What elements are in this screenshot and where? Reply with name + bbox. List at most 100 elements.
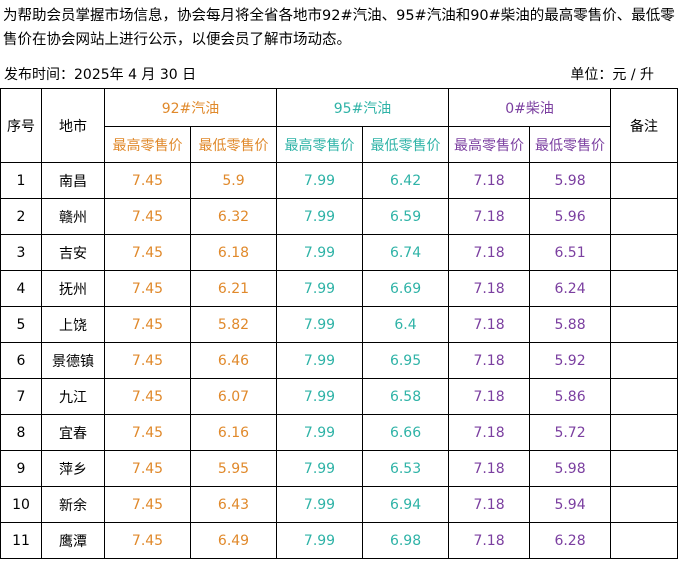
cell-diesel0-max: 7.18 xyxy=(448,522,531,559)
cell-remark xyxy=(610,162,679,199)
cell-diesel0-min: 5.98 xyxy=(529,162,612,199)
cell-diesel0-max: 7.18 xyxy=(448,414,531,451)
cell-gas95-min: 6.94 xyxy=(362,486,450,523)
meta-row: 发布时间：2025年 4 月 30 日 单位：元 / 升 xyxy=(0,60,684,88)
table-row: 4 抚州 7.45 6.21 7.99 6.69 7.18 6.24 xyxy=(0,270,679,307)
cell-gas92-max: 7.45 xyxy=(104,414,191,451)
cell-remark xyxy=(610,414,679,451)
cell-seq: 11 xyxy=(0,522,42,559)
header-remark: 备注 xyxy=(610,88,679,163)
cell-city: 吉安 xyxy=(41,234,105,271)
cell-gas92-min: 6.43 xyxy=(189,486,278,523)
table-row: 11 鹰潭 7.45 6.49 7.99 6.98 7.18 6.28 xyxy=(0,522,679,559)
header-diesel0: 0#柴油 xyxy=(448,88,612,127)
cell-remark xyxy=(610,486,679,523)
cell-gas92-min: 6.49 xyxy=(189,522,278,559)
cell-diesel0-min: 5.72 xyxy=(529,414,612,451)
cell-remark xyxy=(610,270,679,307)
cell-gas92-max: 7.45 xyxy=(104,450,191,487)
header-gas95-min: 最低零售价 xyxy=(362,126,450,163)
cell-diesel0-min: 5.86 xyxy=(529,378,612,415)
cell-gas92-max: 7.45 xyxy=(104,270,191,307)
cell-remark xyxy=(610,342,679,379)
cell-seq: 5 xyxy=(0,306,42,343)
cell-city: 赣州 xyxy=(41,198,105,235)
cell-remark xyxy=(610,234,679,271)
table-row: 1 南昌 7.45 5.9 7.99 6.42 7.18 5.98 xyxy=(0,162,679,199)
table-row: 3 吉安 7.45 6.18 7.99 6.74 7.18 6.51 xyxy=(0,234,679,271)
table-body: 1 南昌 7.45 5.9 7.99 6.42 7.18 5.98 2 赣州 7.45 6.32 7.9… xyxy=(0,162,679,559)
cell-city: 抚州 xyxy=(41,270,105,307)
cell-gas92-max: 7.45 xyxy=(104,234,191,271)
cell-remark xyxy=(610,378,679,415)
header-gas92-min: 最低零售价 xyxy=(189,126,278,163)
cell-seq: 2 xyxy=(0,198,42,235)
cell-diesel0-max: 7.18 xyxy=(448,306,531,343)
cell-remark xyxy=(610,306,679,343)
header-gas95-max: 最高零售价 xyxy=(276,126,364,163)
cell-gas92-min: 5.9 xyxy=(189,162,278,199)
cell-diesel0-min: 5.92 xyxy=(529,342,612,379)
cell-diesel0-min: 5.94 xyxy=(529,486,612,523)
header-row-2: 最高零售价 最低零售价 最高零售价 最低零售价 最高零售价 最低零售价 xyxy=(1,126,678,163)
cell-gas92-max: 7.45 xyxy=(104,198,191,235)
header-gas92: 92#汽油 xyxy=(103,88,278,127)
cell-diesel0-min: 6.51 xyxy=(529,234,612,271)
cell-city: 宜春 xyxy=(41,414,105,451)
cell-gas95-max: 7.99 xyxy=(276,450,364,487)
cell-gas95-max: 7.99 xyxy=(276,522,364,559)
cell-gas92-max: 7.45 xyxy=(104,486,191,523)
cell-seq: 9 xyxy=(0,450,42,487)
cell-gas92-max: 7.45 xyxy=(104,162,191,199)
cell-gas92-min: 6.46 xyxy=(189,342,278,379)
cell-gas95-min: 6.69 xyxy=(362,270,450,307)
cell-gas92-max: 7.45 xyxy=(104,522,191,559)
cell-seq: 7 xyxy=(0,378,42,415)
publish-date: 发布时间：2025年 4 月 30 日 xyxy=(4,67,197,83)
cell-gas92-min: 6.32 xyxy=(189,198,278,235)
cell-gas95-max: 7.99 xyxy=(276,270,364,307)
cell-gas92-min: 6.18 xyxy=(189,234,278,271)
cell-diesel0-min: 5.88 xyxy=(529,306,612,343)
table-row: 2 赣州 7.45 6.32 7.99 6.59 7.18 5.96 xyxy=(0,198,679,235)
cell-diesel0-min: 6.28 xyxy=(529,522,612,559)
header-city: 地市 xyxy=(41,88,105,163)
cell-gas95-max: 7.99 xyxy=(276,486,364,523)
cell-gas95-min: 6.58 xyxy=(362,378,450,415)
cell-seq: 1 xyxy=(0,162,42,199)
cell-seq: 4 xyxy=(0,270,42,307)
cell-diesel0-max: 7.18 xyxy=(448,270,531,307)
cell-gas95-max: 7.99 xyxy=(276,162,364,199)
cell-seq: 3 xyxy=(0,234,42,271)
unit-label: 单位：元 / 升 xyxy=(570,67,654,83)
price-table: 序号 地市 92#汽油 95#汽油 0#柴油 备注 最高零售价 最低零售价 最高… xyxy=(0,88,679,559)
header-gas92-max: 最高零售价 xyxy=(104,126,191,163)
cell-gas95-max: 7.99 xyxy=(276,198,364,235)
cell-diesel0-max: 7.18 xyxy=(448,162,531,199)
cell-diesel0-max: 7.18 xyxy=(448,342,531,379)
table-row: 6 景德镇 7.45 6.46 7.99 6.95 7.18 5.92 xyxy=(0,342,679,379)
cell-diesel0-min: 6.24 xyxy=(529,270,612,307)
cell-gas95-min: 6.98 xyxy=(362,522,450,559)
cell-city: 景德镇 xyxy=(41,342,105,379)
cell-gas95-max: 7.99 xyxy=(276,378,364,415)
cell-gas95-min: 6.42 xyxy=(362,162,450,199)
cell-gas95-min: 6.66 xyxy=(362,414,450,451)
cell-gas95-max: 7.99 xyxy=(276,234,364,271)
cell-remark xyxy=(610,522,679,559)
cell-diesel0-max: 7.18 xyxy=(448,378,531,415)
intro-text: 为帮助会员掌握市场信息，协会每月将全省各地市92#汽油、95#汽油和90#柴油的… xyxy=(3,8,675,48)
cell-gas95-min: 6.4 xyxy=(362,306,450,343)
cell-diesel0-min: 5.98 xyxy=(529,450,612,487)
header-seq: 序号 xyxy=(0,88,42,163)
header-row-1: 序号 地市 92#汽油 95#汽油 0#柴油 备注 xyxy=(0,88,679,163)
cell-city: 上饶 xyxy=(41,306,105,343)
cell-city: 鹰潭 xyxy=(41,522,105,559)
cell-seq: 6 xyxy=(0,342,42,379)
cell-gas95-min: 6.74 xyxy=(362,234,450,271)
cell-gas95-max: 7.99 xyxy=(276,414,364,451)
cell-gas92-min: 6.16 xyxy=(189,414,278,451)
cell-gas92-min: 6.07 xyxy=(189,378,278,415)
table-row: 7 九江 7.45 6.07 7.99 6.58 7.18 5.86 xyxy=(0,378,679,415)
header-diesel0-min: 最低零售价 xyxy=(529,126,612,163)
